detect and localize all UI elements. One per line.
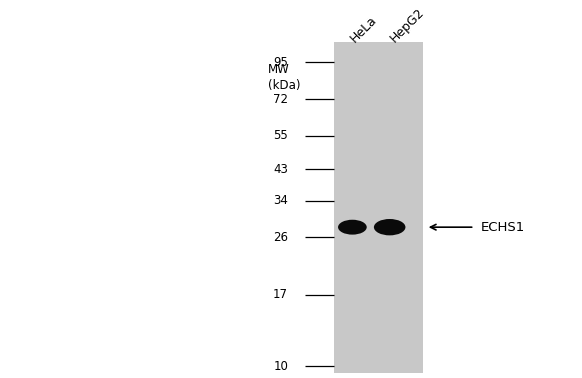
Ellipse shape (338, 220, 367, 235)
Text: 34: 34 (274, 194, 288, 208)
Bar (334, 42, 423, 378)
Text: 26: 26 (273, 231, 288, 244)
Text: 72: 72 (273, 93, 288, 106)
Text: 17: 17 (273, 288, 288, 301)
Text: 43: 43 (274, 163, 288, 176)
Text: HepG2: HepG2 (388, 5, 427, 45)
Text: (kDa): (kDa) (268, 79, 300, 92)
Text: MW: MW (268, 63, 290, 76)
Text: HeLa: HeLa (348, 13, 379, 45)
Text: ECHS1: ECHS1 (480, 221, 524, 234)
Text: 55: 55 (274, 129, 288, 143)
Text: 95: 95 (274, 56, 288, 68)
Ellipse shape (374, 219, 406, 235)
Text: 10: 10 (274, 360, 288, 373)
